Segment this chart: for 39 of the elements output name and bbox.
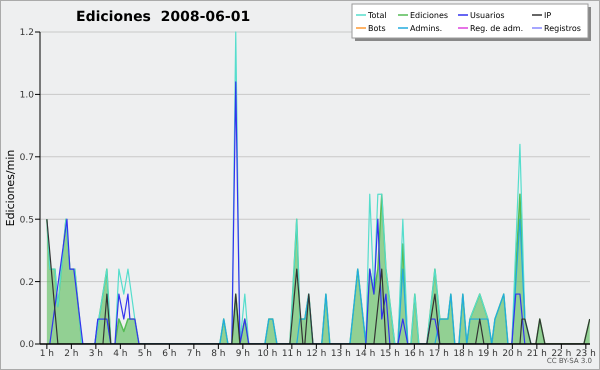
legend-label: Total xyxy=(367,10,387,20)
x-tick-label: 20 h xyxy=(502,349,522,359)
legend-label: IP xyxy=(544,10,552,20)
x-tick-label: 2 h xyxy=(64,349,79,359)
x-tick-label: 9 h xyxy=(236,349,250,359)
x-tick-label: 3 h xyxy=(88,349,104,359)
x-tick-label: 5 h xyxy=(138,349,152,359)
x-tick-label: 8 h xyxy=(211,349,226,359)
y-tick-label: 0.5 xyxy=(20,215,34,226)
x-tick-label: 18 h xyxy=(453,349,474,359)
chart-title: Ediciones 2008-06-01 xyxy=(76,9,250,25)
x-tick-label: 14 h xyxy=(355,349,376,359)
x-tick-label: 7 h xyxy=(186,349,201,359)
x-tick-label: 6 h xyxy=(162,349,177,359)
y-tick-label: 0.0 xyxy=(20,340,34,350)
legend-label: Admins. xyxy=(410,24,442,33)
x-tick-label: 21 h xyxy=(526,349,547,359)
y-tick-label: 0.2 xyxy=(20,278,34,288)
x-tick-label: 17 h xyxy=(428,349,449,359)
legend-label: Registros xyxy=(544,24,581,33)
x-tick-label: 13 h xyxy=(330,349,351,359)
legend-label: Usuarios xyxy=(470,10,505,20)
y-tick-label: 1.2 xyxy=(20,28,34,38)
y-tick-label: 1.0 xyxy=(20,90,34,101)
x-tick-label: 1 h xyxy=(40,349,54,359)
x-tick-label: 11 h xyxy=(282,349,302,359)
legend-label: Reg. de adm. xyxy=(470,24,524,33)
x-tick-label: 22 h xyxy=(551,349,572,359)
x-tick-label: 19 h xyxy=(478,349,498,359)
x-tick-label: 10 h xyxy=(257,349,278,359)
x-tick-label: 16 h xyxy=(404,349,424,359)
x-tick-label: 12 h xyxy=(306,349,326,359)
x-tick-label: 15 h xyxy=(380,349,400,359)
legend-label: Bots xyxy=(368,24,386,33)
y-axis-title: Ediciones/min xyxy=(4,150,17,226)
legend-label: Ediciones xyxy=(410,10,448,20)
x-tick-label: 23 h xyxy=(576,349,596,359)
x-tick-label: 4 h xyxy=(113,349,128,359)
y-tick-label: 0.7 xyxy=(20,152,34,163)
